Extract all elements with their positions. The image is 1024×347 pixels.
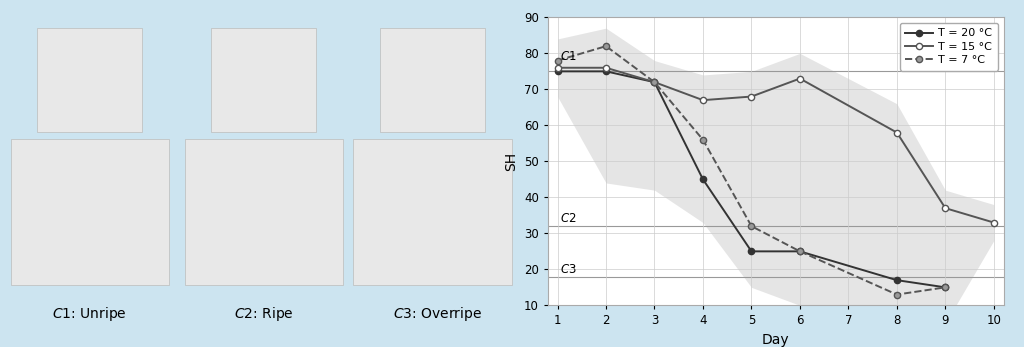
Text: $\it{C}$1: Unripe: $\it{C}$1: Unripe xyxy=(52,305,127,323)
T = 20 °C xyxy=(891,278,903,282)
T = 20 °C xyxy=(745,249,758,253)
Text: $\it{C}$3: $\it{C}$3 xyxy=(560,263,577,276)
T = 7 °C xyxy=(794,249,806,253)
X-axis label: Day: Day xyxy=(762,333,790,347)
T = 20 °C xyxy=(696,177,709,181)
Text: $\it{C}$3: Overripe: $\it{C}$3: Overripe xyxy=(393,305,482,323)
T = 20 °C xyxy=(939,285,951,289)
Line: T = 15 °C: T = 15 °C xyxy=(554,65,997,226)
T = 7 °C xyxy=(600,44,612,48)
Bar xyxy=(10,139,169,285)
Bar xyxy=(211,28,316,132)
T = 7 °C xyxy=(745,224,758,228)
T = 7 °C xyxy=(891,293,903,297)
Text: $\it{C}$2: $\it{C}$2 xyxy=(560,212,577,226)
T = 15 °C xyxy=(745,94,758,99)
T = 15 °C xyxy=(648,80,660,84)
T = 15 °C xyxy=(600,66,612,70)
Line: T = 20 °C: T = 20 °C xyxy=(554,68,948,290)
Bar xyxy=(380,28,485,132)
Y-axis label: SH: SH xyxy=(505,152,518,171)
T = 7 °C xyxy=(696,138,709,142)
T = 15 °C xyxy=(794,76,806,81)
T = 20 °C xyxy=(551,69,563,74)
T = 20 °C xyxy=(794,249,806,253)
T = 7 °C xyxy=(648,80,660,84)
Text: $\it{C}$1: $\it{C}$1 xyxy=(560,50,577,64)
Line: T = 7 °C: T = 7 °C xyxy=(554,43,948,298)
T = 15 °C xyxy=(696,98,709,102)
T = 15 °C xyxy=(551,66,563,70)
T = 20 °C xyxy=(648,80,660,84)
Bar xyxy=(184,139,343,285)
T = 7 °C xyxy=(551,58,563,62)
T = 15 °C xyxy=(988,220,1000,225)
T = 15 °C xyxy=(891,130,903,135)
T = 15 °C xyxy=(939,206,951,210)
Bar xyxy=(353,139,512,285)
T = 7 °C xyxy=(939,285,951,289)
Bar xyxy=(37,28,142,132)
Text: $\it{C}$2: Ripe: $\it{C}$2: Ripe xyxy=(233,305,294,323)
Legend: T = 20 °C, T = 15 °C, T = 7 °C: T = 20 °C, T = 15 °C, T = 7 °C xyxy=(899,23,998,71)
T = 20 °C xyxy=(600,69,612,74)
